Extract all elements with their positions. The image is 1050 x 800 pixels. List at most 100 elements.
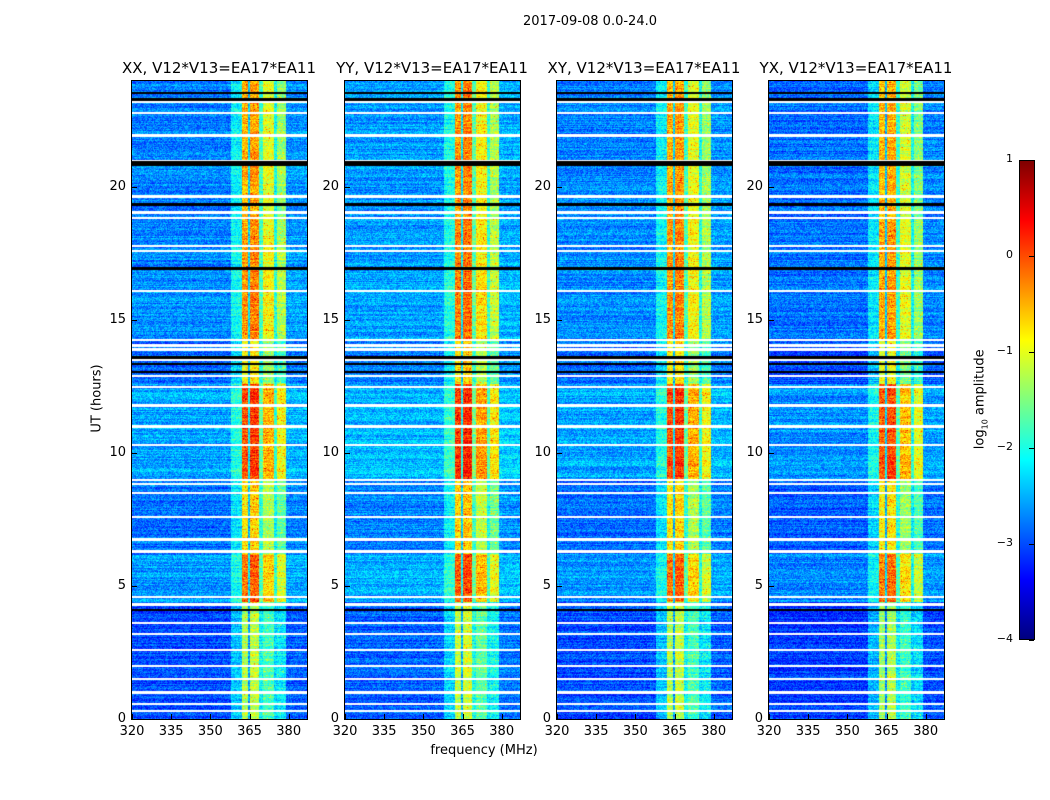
y-tick-label: 0 [542, 711, 551, 726]
y-tick-label: 5 [117, 578, 126, 594]
x-tick-label: 380 [701, 724, 727, 739]
y-tick-label: 20 [746, 179, 763, 195]
y-tick-label: 5 [330, 578, 339, 594]
colorbar-label-rest: amplitude [972, 349, 988, 420]
y-tick-label: 10 [746, 445, 763, 461]
y-tick-mark [344, 453, 350, 455]
y-tick-label: 0 [117, 711, 126, 726]
y-tick-mark [344, 586, 350, 588]
x-tick-label: 380 [276, 724, 302, 739]
colorbar-tick-label: −3 [996, 536, 1013, 549]
x-tick-mark [210, 714, 212, 720]
x-tick-label: 320 [756, 724, 782, 739]
x-tick-label: 380 [913, 724, 939, 739]
x-tick-label: 365 [237, 724, 262, 739]
x-tick-label: 350 [410, 724, 436, 739]
y-tick-mark [344, 719, 350, 720]
y-tick-mark [768, 320, 774, 322]
colorbar-tick-mark [1029, 544, 1034, 545]
x-axis-label: frequency (MHz) [430, 743, 538, 758]
x-tick-label: 380 [489, 724, 515, 739]
y-tick-mark [131, 453, 137, 455]
colorbar-tick-label: 1 [1006, 152, 1013, 165]
panel-title: XY, V12*V13=EA17*EA11 [547, 59, 741, 77]
x-tick-label: 350 [622, 724, 648, 739]
x-tick-mark [462, 714, 464, 720]
y-tick-mark [344, 187, 350, 189]
x-tick-label: 320 [119, 724, 145, 739]
x-tick-label: 335 [583, 724, 609, 739]
colorbar [1019, 160, 1035, 640]
colorbar-tick-label: −4 [996, 632, 1013, 645]
heatmap-image [132, 81, 307, 719]
y-tick-mark [768, 719, 774, 720]
x-tick-mark [886, 714, 888, 720]
y-tick-mark [131, 719, 137, 720]
colorbar-label-sub: 10 [980, 419, 990, 430]
x-tick-mark [249, 714, 251, 720]
y-tick-label: 10 [109, 445, 126, 461]
y-tick-mark [131, 320, 137, 322]
heatmap-panel [556, 80, 733, 720]
x-tick-mark [713, 714, 715, 720]
x-tick-mark [423, 714, 425, 720]
x-tick-mark [501, 714, 503, 720]
x-tick-label: 335 [371, 724, 397, 739]
y-tick-mark [768, 586, 774, 588]
x-tick-label: 350 [197, 724, 223, 739]
y-axis-label: UT (hours) [89, 364, 105, 433]
heatmap-image [345, 81, 520, 719]
y-tick-label: 10 [534, 445, 551, 461]
y-tick-label: 5 [542, 578, 551, 594]
x-tick-mark [384, 714, 386, 720]
y-tick-mark [556, 719, 562, 720]
x-tick-mark [171, 714, 173, 720]
y-tick-mark [344, 320, 350, 322]
x-tick-mark [808, 714, 810, 720]
figure-title: 2017-09-08 0.0-24.0 [523, 14, 657, 29]
x-tick-label: 365 [662, 724, 687, 739]
x-tick-mark [769, 714, 770, 720]
panel-title: YX, V12*V13=EA17*EA11 [759, 59, 953, 77]
y-tick-label: 15 [322, 312, 339, 328]
x-tick-mark [925, 714, 927, 720]
y-tick-label: 0 [754, 711, 763, 726]
heatmap-panel [344, 80, 521, 720]
colorbar-tick-label: −1 [996, 344, 1013, 357]
colorbar-tick-mark [1029, 448, 1034, 449]
x-tick-mark [345, 714, 346, 720]
x-tick-mark [596, 714, 598, 720]
y-tick-label: 5 [754, 578, 763, 594]
y-tick-mark [556, 187, 562, 189]
y-tick-label: 10 [322, 445, 339, 461]
y-tick-label: 20 [322, 179, 339, 195]
x-tick-label: 320 [332, 724, 358, 739]
y-tick-label: 15 [746, 312, 763, 328]
y-tick-label: 15 [109, 312, 126, 328]
x-tick-label: 365 [450, 724, 475, 739]
y-tick-mark [131, 187, 137, 189]
x-tick-mark [635, 714, 637, 720]
y-tick-mark [556, 320, 562, 322]
colorbar-tick-mark [1029, 352, 1034, 353]
panel-title: YY, V12*V13=EA17*EA11 [336, 59, 528, 77]
colorbar-tick-mark [1029, 256, 1034, 257]
colorbar-tick-label: 0 [1006, 248, 1013, 261]
y-tick-label: 20 [109, 179, 126, 195]
y-tick-label: 20 [534, 179, 551, 195]
y-tick-mark [556, 453, 562, 455]
heatmap-image [557, 81, 732, 719]
x-tick-mark [557, 714, 558, 720]
y-tick-label: 0 [330, 711, 339, 726]
x-tick-label: 335 [158, 724, 184, 739]
x-tick-label: 320 [544, 724, 570, 739]
y-tick-mark [768, 187, 774, 189]
y-tick-label: 15 [534, 312, 551, 328]
x-tick-mark [132, 714, 133, 720]
x-tick-label: 350 [834, 724, 860, 739]
colorbar-tick-label: −2 [996, 440, 1013, 453]
colorbar-tick-mark [1029, 640, 1034, 641]
y-tick-mark [556, 586, 562, 588]
colorbar-tick-mark [1029, 160, 1034, 161]
